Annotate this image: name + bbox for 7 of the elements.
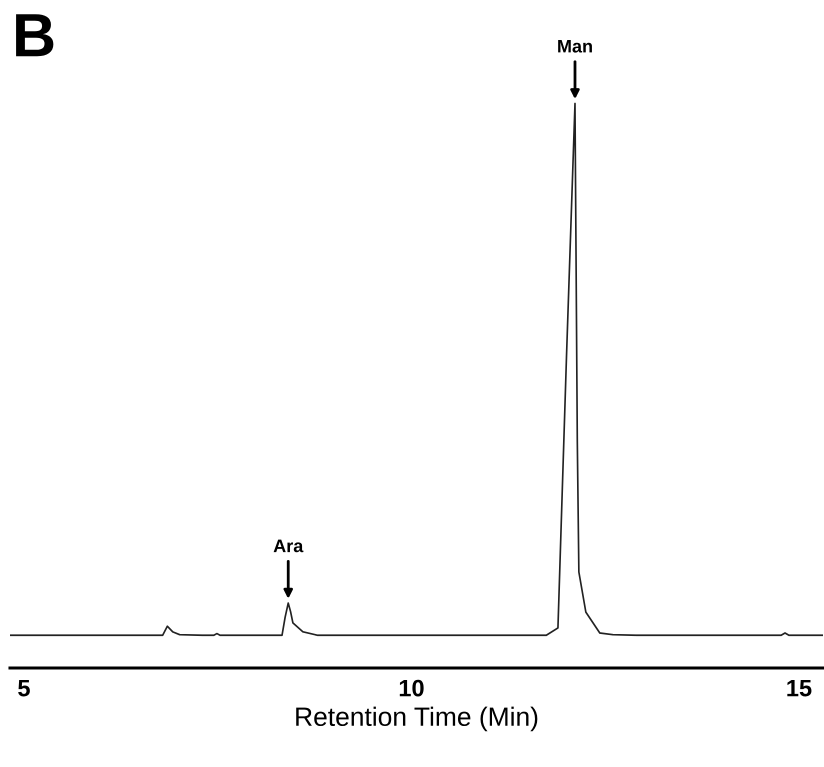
- x-tick-label: 5: [18, 680, 30, 696]
- x-tick-label: 10: [400, 680, 424, 696]
- chart-title: B: [16, 14, 54, 56]
- annotation: Ara: [274, 540, 304, 552]
- x-tick-label: 15: [787, 680, 812, 696]
- x-axis-title: Retention Time (Min): [296, 706, 538, 732]
- annotation: Man: [558, 40, 592, 53]
